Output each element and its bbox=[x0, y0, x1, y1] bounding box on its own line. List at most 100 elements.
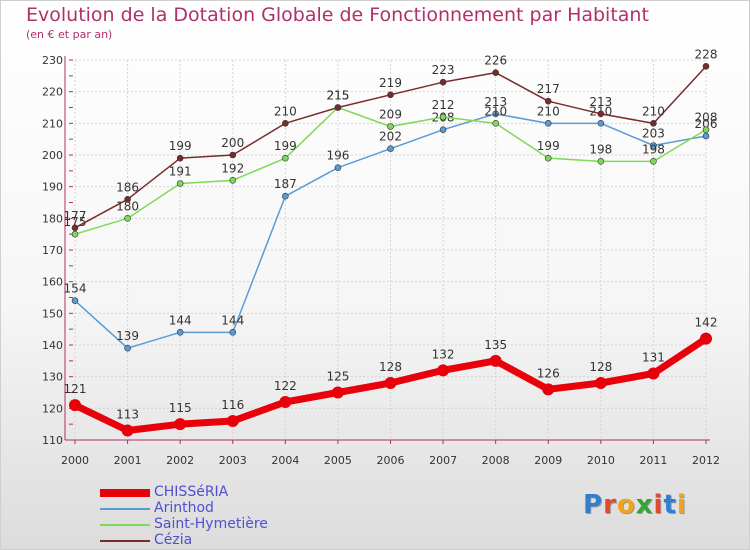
data-point bbox=[492, 120, 499, 127]
y-tick-label: 160 bbox=[42, 276, 63, 289]
data-label: 186 bbox=[116, 180, 139, 194]
y-tick-label: 110 bbox=[42, 434, 63, 447]
data-label: 192 bbox=[221, 161, 244, 175]
data-point bbox=[439, 78, 447, 86]
legend-swatch bbox=[100, 524, 150, 526]
data-point bbox=[544, 154, 552, 162]
data-point bbox=[492, 69, 499, 76]
y-tick-label: 140 bbox=[42, 339, 63, 352]
x-tick-label: 2007 bbox=[429, 454, 457, 467]
data-label: 142 bbox=[695, 316, 718, 330]
data-point bbox=[650, 120, 657, 127]
data-label: 144 bbox=[221, 313, 244, 327]
data-label: 116 bbox=[221, 398, 244, 412]
x-tick-label: 2004 bbox=[271, 454, 299, 467]
data-label: 198 bbox=[642, 142, 665, 156]
data-label: 199 bbox=[169, 139, 192, 153]
logo-letter: x bbox=[635, 490, 654, 520]
data-label: 223 bbox=[432, 63, 455, 77]
proxiti-logo: Proxiti bbox=[583, 490, 687, 520]
data-point bbox=[492, 110, 499, 118]
data-label: 226 bbox=[484, 54, 507, 68]
data-point bbox=[331, 386, 344, 399]
data-point bbox=[174, 418, 187, 431]
legend-label: CHISSéRIA bbox=[154, 484, 229, 500]
data-point bbox=[594, 377, 607, 389]
data-point bbox=[334, 164, 342, 171]
data-label: 122 bbox=[274, 379, 297, 393]
legend-swatch bbox=[100, 508, 150, 510]
y-tick-label: 120 bbox=[42, 402, 63, 415]
legend: CHISSéRIA Arinthod Saint-Hymetière Cézia bbox=[100, 484, 360, 549]
data-point bbox=[176, 180, 184, 187]
data-label: 209 bbox=[379, 108, 402, 122]
data-point bbox=[702, 132, 710, 140]
data-point bbox=[334, 104, 342, 111]
data-label: 210 bbox=[274, 104, 297, 118]
y-tick-label: 200 bbox=[42, 149, 63, 162]
data-label: 131 bbox=[642, 351, 665, 365]
data-label: 144 bbox=[169, 313, 192, 327]
logo-letter: i bbox=[653, 490, 664, 520]
data-label: 113 bbox=[116, 408, 139, 422]
data-point bbox=[544, 97, 552, 105]
legend-label: Saint-Hymetière bbox=[154, 516, 268, 532]
data-point bbox=[439, 113, 447, 121]
data-point bbox=[542, 383, 555, 396]
data-label: 208 bbox=[695, 111, 718, 125]
logo-letter: o bbox=[616, 490, 636, 520]
x-tick-label: 2001 bbox=[114, 454, 142, 467]
legend-item-saint-hymetiere: Saint-Hymetière bbox=[100, 516, 360, 533]
data-point bbox=[229, 151, 237, 159]
data-label: 219 bbox=[379, 76, 402, 90]
data-label: 210 bbox=[642, 104, 665, 118]
x-tick-label: 2006 bbox=[377, 454, 405, 467]
data-label: 212 bbox=[432, 98, 455, 112]
data-label: 126 bbox=[537, 366, 560, 380]
data-point bbox=[71, 230, 79, 238]
data-point bbox=[279, 396, 292, 408]
data-label: 175 bbox=[64, 215, 87, 229]
data-point bbox=[282, 192, 289, 200]
data-point bbox=[650, 158, 657, 165]
data-point bbox=[282, 154, 289, 162]
data-point bbox=[176, 154, 184, 162]
data-label: 115 bbox=[169, 401, 192, 415]
data-point bbox=[544, 120, 552, 127]
logo-letter: r bbox=[603, 490, 617, 520]
legend-item-chisseria: CHISSéRIA bbox=[100, 484, 360, 501]
data-point bbox=[69, 399, 81, 412]
legend-swatch bbox=[100, 540, 150, 542]
y-tick-label: 170 bbox=[42, 244, 63, 257]
data-label: 139 bbox=[116, 329, 139, 343]
data-label: 203 bbox=[642, 127, 665, 141]
data-point bbox=[439, 126, 447, 133]
legend-label: Arinthod bbox=[154, 500, 214, 516]
data-label: 128 bbox=[379, 360, 402, 374]
data-label: 210 bbox=[484, 104, 507, 118]
data-point bbox=[650, 142, 657, 149]
y-tick-label: 130 bbox=[42, 371, 63, 384]
y-tick-label: 220 bbox=[42, 86, 63, 99]
data-label: 213 bbox=[484, 95, 507, 109]
data-point bbox=[647, 367, 660, 380]
data-point bbox=[121, 424, 134, 437]
data-point bbox=[700, 332, 712, 345]
data-label: 215 bbox=[326, 89, 349, 103]
x-tick-label: 2009 bbox=[534, 454, 562, 467]
data-point bbox=[702, 63, 710, 70]
data-point bbox=[702, 126, 710, 133]
data-label: 199 bbox=[274, 139, 297, 153]
data-label: 135 bbox=[484, 338, 507, 352]
data-label: 199 bbox=[537, 139, 560, 153]
legend-item-cezia: Cézia bbox=[100, 532, 360, 549]
data-label: 154 bbox=[64, 282, 87, 296]
data-point bbox=[489, 354, 502, 367]
data-point bbox=[387, 123, 394, 130]
data-label: 202 bbox=[379, 130, 402, 144]
data-label: 121 bbox=[64, 382, 87, 396]
data-label: 191 bbox=[169, 165, 192, 179]
data-point bbox=[229, 177, 237, 184]
legend-swatch bbox=[100, 489, 150, 497]
